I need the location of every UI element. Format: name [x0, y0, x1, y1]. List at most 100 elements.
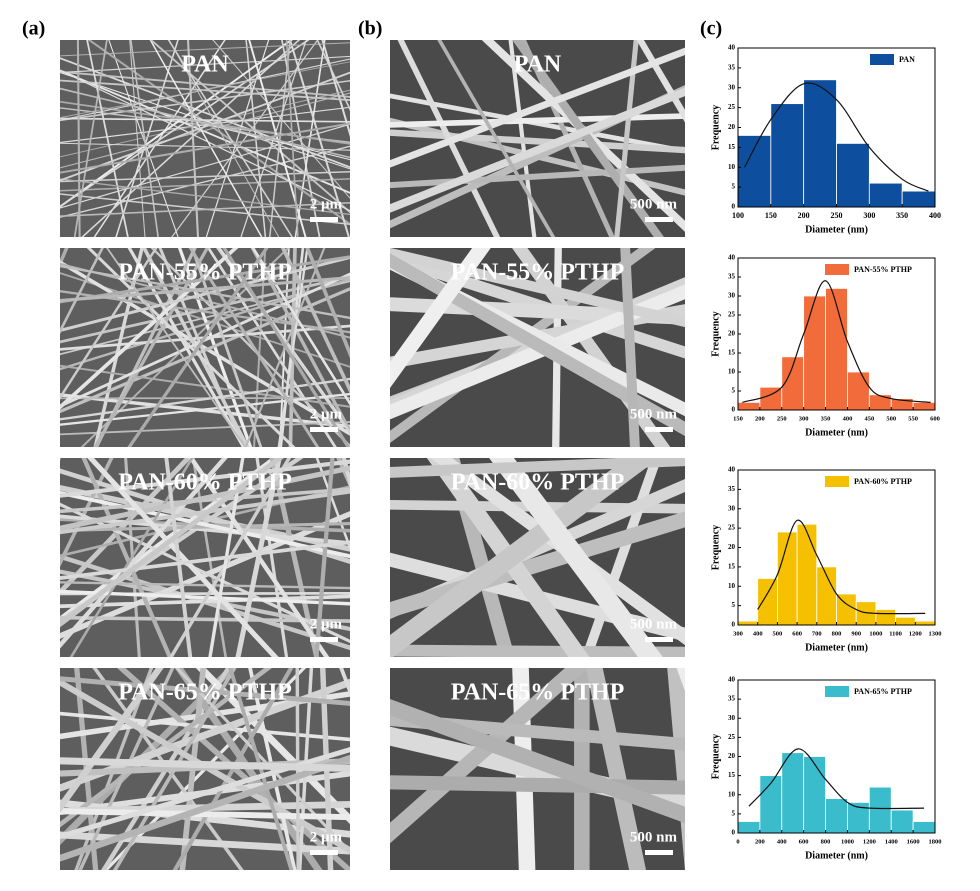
fiber [60, 40, 310, 208]
fiber [390, 668, 589, 844]
fiber [235, 458, 282, 657]
fiber [115, 40, 179, 237]
x-tick-label: 500 [773, 630, 783, 637]
scale-label: 500 nm [630, 196, 678, 212]
panel-label: (a) [22, 18, 45, 40]
x-tick-label: 400 [777, 838, 787, 845]
fiber [87, 458, 279, 657]
fiber [60, 746, 350, 840]
x-axis-label: Diameter (nm) [805, 850, 868, 861]
fiber [87, 40, 350, 226]
fiber [60, 711, 350, 742]
y-tick-label: 40 [728, 254, 736, 262]
y-tick-label: 30 [728, 83, 736, 91]
scale-label: 2 μm [310, 829, 343, 845]
histogram-bar [770, 103, 805, 208]
x-tick-label: 1000 [869, 630, 882, 637]
legend-swatch [825, 476, 849, 487]
fiber [390, 253, 685, 437]
fiber [437, 40, 556, 237]
x-tick-label: 400 [843, 415, 853, 422]
x-tick-label: 900 [851, 630, 861, 637]
legend-swatch [825, 686, 849, 697]
fiber [60, 87, 350, 159]
y-tick-label: 5 [732, 183, 736, 191]
x-tick-label: 800 [821, 838, 831, 845]
fiber [60, 69, 350, 194]
fiber [164, 458, 193, 657]
fiber-group [390, 668, 685, 870]
image-label: PAN-65% PTHP [118, 680, 292, 706]
fiber [60, 540, 350, 580]
y-tick-label: 5 [732, 387, 736, 395]
y-tick-label: 35 [728, 485, 736, 493]
y-tick-label: 20 [728, 123, 736, 131]
histogram-bar [895, 616, 916, 626]
fiber [60, 757, 350, 772]
x-tick-label: 150 [765, 211, 777, 220]
fiber [76, 40, 81, 237]
image-label: PAN-65% PTHP [451, 680, 625, 706]
fiber [60, 581, 350, 590]
y-tick-label: 25 [728, 733, 736, 741]
fiber [512, 40, 664, 237]
fiber [489, 458, 663, 657]
y-tick-label: 15 [728, 349, 736, 357]
y-tick-label: 10 [728, 163, 736, 171]
y-tick-label: 10 [728, 368, 736, 376]
x-tick-label: 600 [792, 630, 802, 637]
fiber [585, 668, 647, 870]
fiber [60, 808, 350, 821]
fiber [390, 248, 685, 328]
histogram-bar [836, 142, 870, 208]
fiber [149, 40, 263, 237]
fiber [341, 458, 350, 490]
fiber [212, 40, 350, 199]
histogram-bar [868, 786, 892, 834]
fiber [280, 248, 350, 395]
legend-label: PAN [899, 55, 915, 64]
fiber [216, 248, 350, 434]
x-tick-label: 1200 [909, 630, 922, 637]
sem-image [390, 248, 685, 447]
fiber [390, 248, 656, 443]
scale-bar [645, 850, 673, 855]
image-label: PAN-60% PTHP [118, 470, 292, 496]
x-tick-label: 300 [733, 630, 743, 637]
fiber [190, 248, 263, 447]
fiber [60, 202, 350, 217]
fiber [60, 55, 350, 74]
fiber [60, 260, 350, 436]
x-tick-label: 450 [864, 415, 874, 422]
fiber [105, 248, 247, 447]
scale-label: 500 nm [630, 406, 678, 422]
x-tick-label: 550 [908, 415, 918, 422]
scale-label: 2 μm [310, 616, 343, 632]
panel-label: (b) [358, 18, 382, 40]
fiber [390, 47, 685, 168]
fiber [614, 40, 639, 237]
fiber [167, 40, 294, 237]
scale-label: 2 μm [310, 406, 343, 422]
fiber [248, 40, 307, 237]
fiber [390, 248, 491, 389]
fiber [251, 248, 350, 406]
x-tick-label: 1600 [907, 838, 920, 845]
fiber [60, 170, 350, 183]
histogram-bar [836, 593, 857, 626]
histogram-bar [781, 752, 805, 834]
histogram-bar [737, 135, 772, 208]
sem-image [390, 458, 685, 657]
histogram-bar [777, 531, 798, 626]
x-tick-label: 800 [832, 630, 842, 637]
histogram-bar [757, 578, 778, 626]
x-tick-label: 400 [929, 211, 941, 220]
fiber [129, 40, 146, 237]
fiber [60, 122, 350, 174]
y-tick-label: 15 [728, 771, 736, 779]
fiber-group [60, 668, 350, 870]
scale-label: 2 μm [310, 196, 343, 212]
fiber [188, 248, 320, 447]
image-label: PAN [181, 52, 229, 78]
